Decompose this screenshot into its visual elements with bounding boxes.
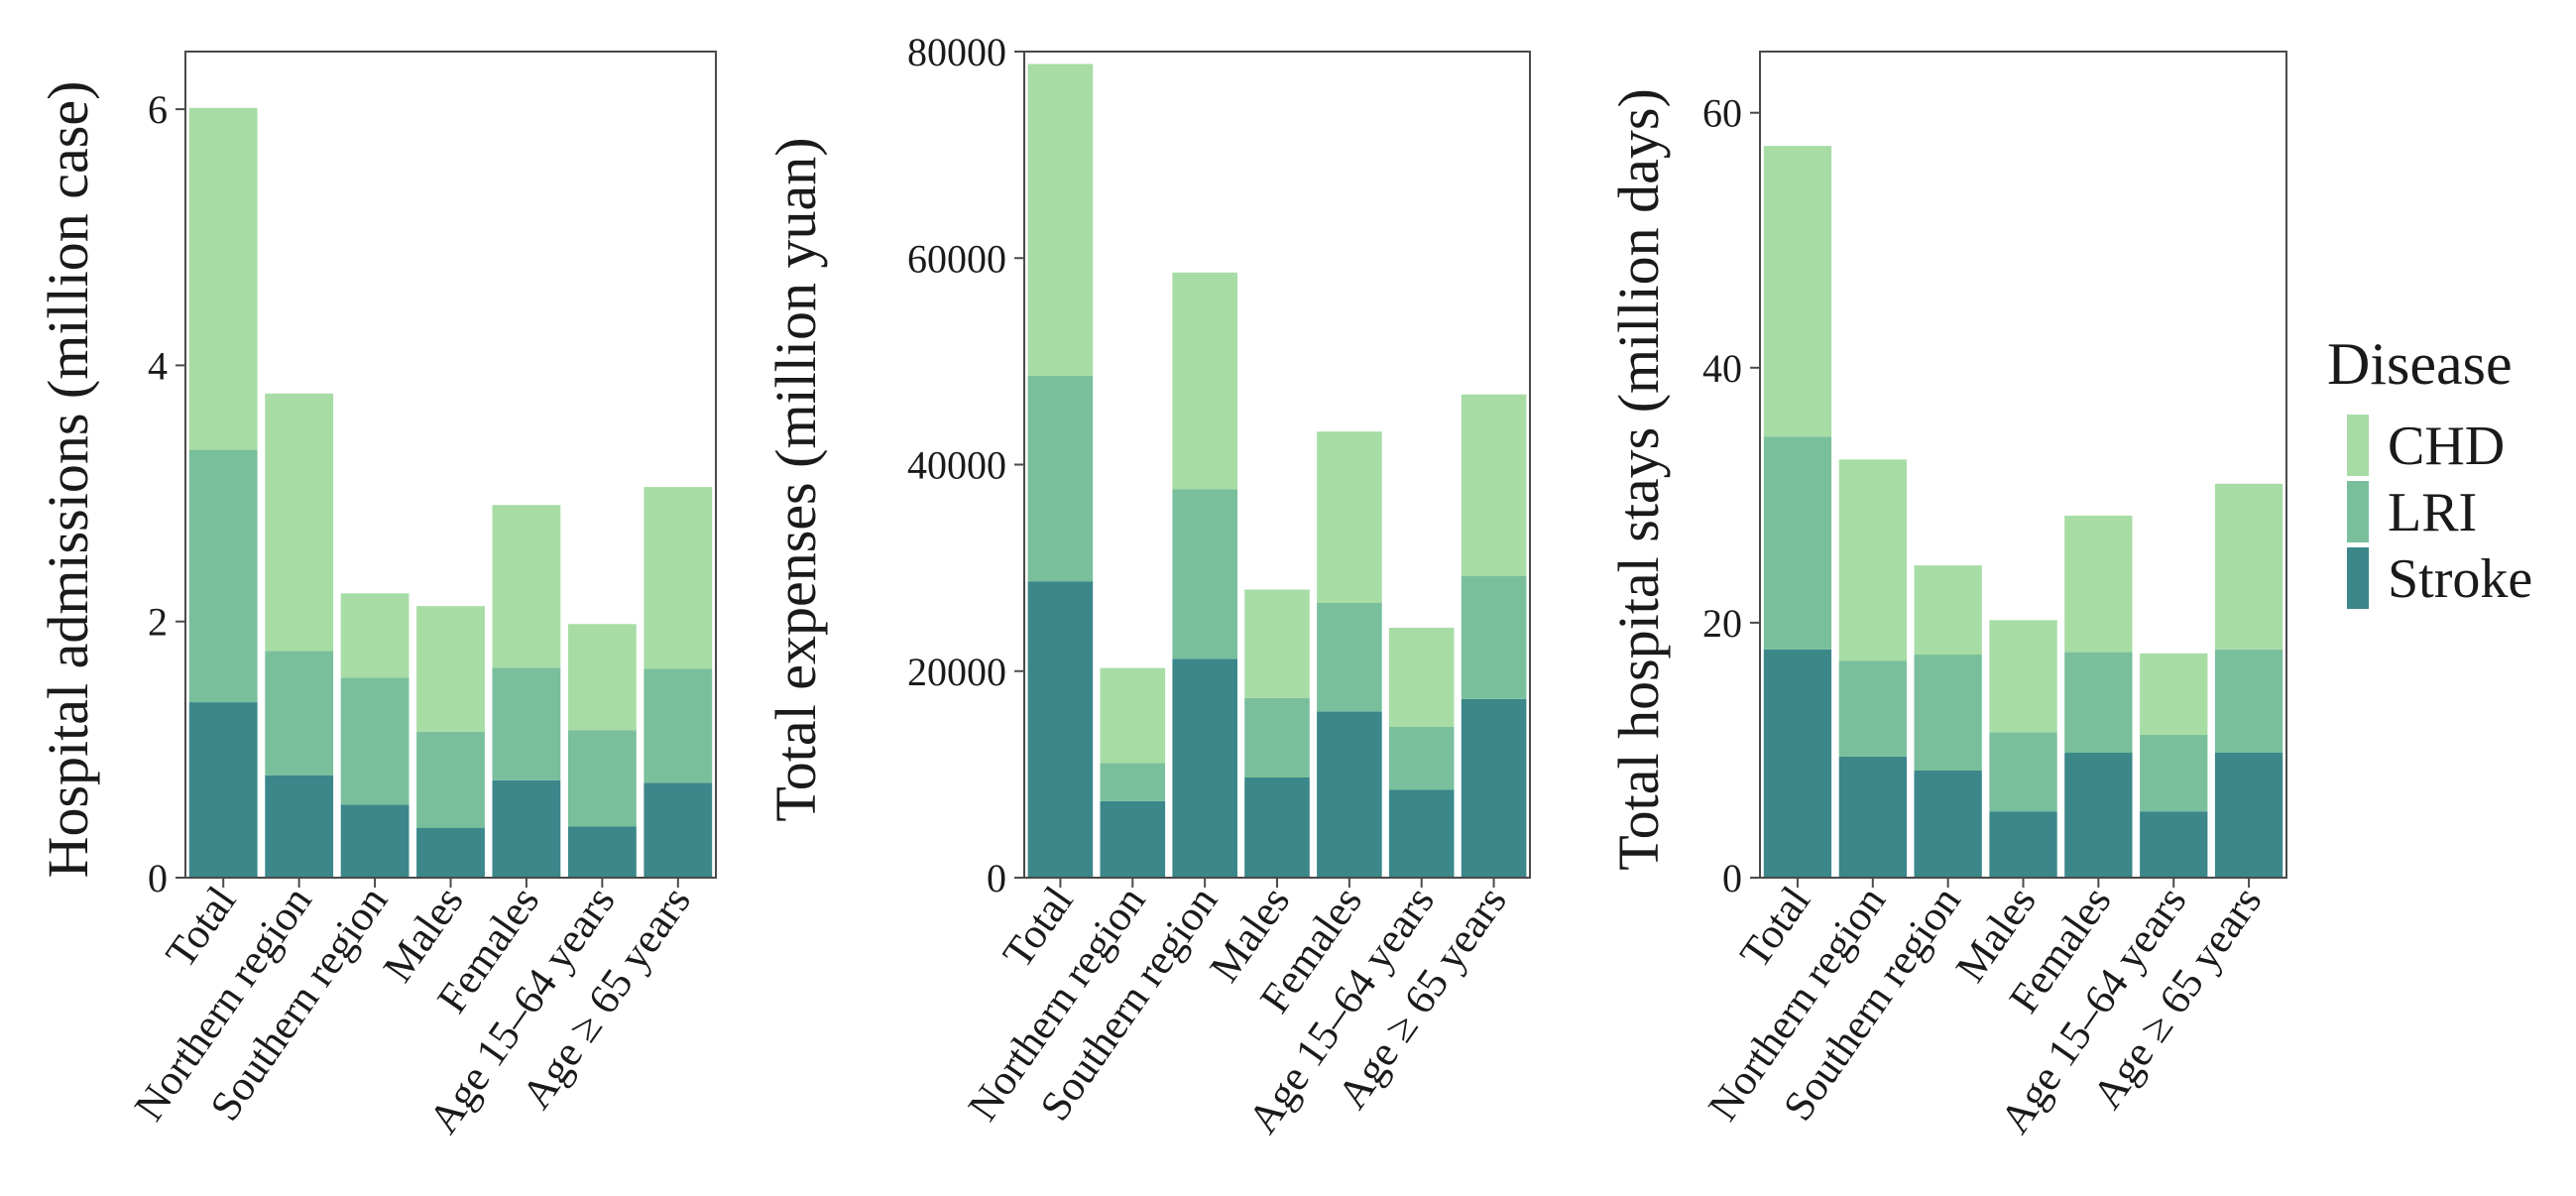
bar-lri-age-65-years xyxy=(644,668,713,783)
bar-lri-males xyxy=(1244,697,1310,777)
bar-chd-age-65-years xyxy=(644,487,713,669)
y-tick-label: 0 xyxy=(1722,856,1742,900)
y-tick-label: 0 xyxy=(148,856,168,900)
bar-lri-total xyxy=(1763,436,1832,650)
bar-lri-age-65-years xyxy=(2214,649,2283,753)
y-tick-label: 80000 xyxy=(907,30,1006,74)
bar-chd-southern-region xyxy=(340,593,410,678)
y-axis-title: Total hospital stays (million days) xyxy=(1606,88,1671,871)
y-tick-label: 60000 xyxy=(907,236,1006,281)
legend-label-stroke: Stroke xyxy=(2388,548,2532,610)
legend-swatch-lri xyxy=(2347,481,2369,542)
legend: Disease CHD LRI Stroke xyxy=(2327,331,2532,610)
bar-stroke-total xyxy=(1763,649,1832,878)
y-tick-label: 6 xyxy=(148,87,168,132)
y-tick-label: 20 xyxy=(1702,601,1742,646)
bar-lri-southern-region xyxy=(1914,655,1982,771)
legend-label-lri: LRI xyxy=(2388,482,2477,543)
bar-stroke-males xyxy=(1244,777,1310,878)
bar-stroke-age-15-64-years xyxy=(2140,811,2208,878)
bar-chd-total xyxy=(1027,63,1094,376)
legend-swatch-chd xyxy=(2347,415,2369,476)
bar-stroke-southern-region xyxy=(1172,658,1237,878)
y-tick-label: 2 xyxy=(148,600,168,645)
bar-stroke-age-65-years xyxy=(2214,753,2283,878)
bar-stroke-age-65-years xyxy=(1461,698,1527,878)
bar-chd-age-15-64-years xyxy=(568,624,637,731)
bar-chd-females xyxy=(492,505,561,668)
bar-stroke-southern-region xyxy=(340,804,410,878)
bar-chd-southern-region xyxy=(1914,565,1982,656)
bar-lri-northern-region xyxy=(1838,660,1907,757)
bar-stroke-females xyxy=(492,779,561,878)
bar-lri-age-65-years xyxy=(1461,576,1527,699)
bar-stroke-males xyxy=(416,827,485,878)
bar-stroke-northern-region xyxy=(265,775,334,878)
bar-chd-age-65-years xyxy=(2214,483,2283,650)
y-axis-title: Total expenses (million yuan) xyxy=(763,137,828,821)
bar-chd-total xyxy=(1763,146,1832,437)
legend-title: Disease xyxy=(2327,331,2513,397)
bar-chd-females xyxy=(1317,431,1382,603)
bar-stroke-northern-region xyxy=(1100,800,1166,878)
y-tick-label: 60 xyxy=(1702,91,1742,136)
bar-lri-total xyxy=(1027,376,1094,582)
bar-chd-age-15-64-years xyxy=(1388,628,1455,727)
bar-chd-northern-region xyxy=(1838,459,1907,661)
y-tick-label: 4 xyxy=(148,343,168,388)
bar-chd-northern-region xyxy=(265,393,334,652)
bar-chd-total xyxy=(188,107,258,450)
bar-lri-age-15-64-years xyxy=(2140,735,2208,812)
bar-stroke-northern-region xyxy=(1838,756,1907,878)
bar-lri-females xyxy=(1317,603,1382,712)
bar-lri-females xyxy=(2064,652,2133,754)
bar-lri-southern-region xyxy=(1172,489,1237,659)
bar-stroke-southern-region xyxy=(1914,771,1982,878)
bar-chd-southern-region xyxy=(1172,272,1237,490)
bar-lri-males xyxy=(1989,732,2057,812)
bar-stroke-total xyxy=(188,702,258,878)
bar-chd-males xyxy=(416,606,485,732)
bar-lri-northern-region xyxy=(1100,763,1166,801)
bar-chd-males xyxy=(1989,620,2057,733)
y-axis-title: Hospital admissions (million case) xyxy=(36,81,100,879)
y-tick-label: 40 xyxy=(1702,346,1742,391)
bar-lri-age-15-64-years xyxy=(568,730,637,827)
bar-stroke-females xyxy=(1317,711,1382,878)
bar-lri-age-15-64-years xyxy=(1388,727,1455,790)
y-tick-label: 40000 xyxy=(907,443,1006,488)
bar-chd-females xyxy=(2064,515,2133,653)
bar-lri-total xyxy=(188,449,258,702)
y-tick-label: 0 xyxy=(987,856,1006,900)
bar-stroke-males xyxy=(1989,811,2057,878)
bar-lri-males xyxy=(416,731,485,828)
bar-stroke-females xyxy=(2064,753,2133,878)
bar-lri-northern-region xyxy=(265,651,334,776)
bar-chd-age-65-years xyxy=(1461,394,1527,576)
bar-stroke-age-65-years xyxy=(644,782,713,878)
legend-label-chd: CHD xyxy=(2388,416,2505,477)
bar-stroke-total xyxy=(1027,581,1094,878)
bar-chd-northern-region xyxy=(1100,667,1166,764)
bar-stroke-age-15-64-years xyxy=(1388,789,1455,878)
bar-stroke-age-15-64-years xyxy=(568,826,637,878)
bar-chd-age-15-64-years xyxy=(2140,653,2208,736)
bar-lri-females xyxy=(492,667,561,780)
bar-lri-southern-region xyxy=(340,677,410,805)
y-tick-label: 20000 xyxy=(907,650,1006,694)
legend-swatch-stroke xyxy=(2347,547,2369,609)
bar-chd-males xyxy=(1244,589,1310,698)
